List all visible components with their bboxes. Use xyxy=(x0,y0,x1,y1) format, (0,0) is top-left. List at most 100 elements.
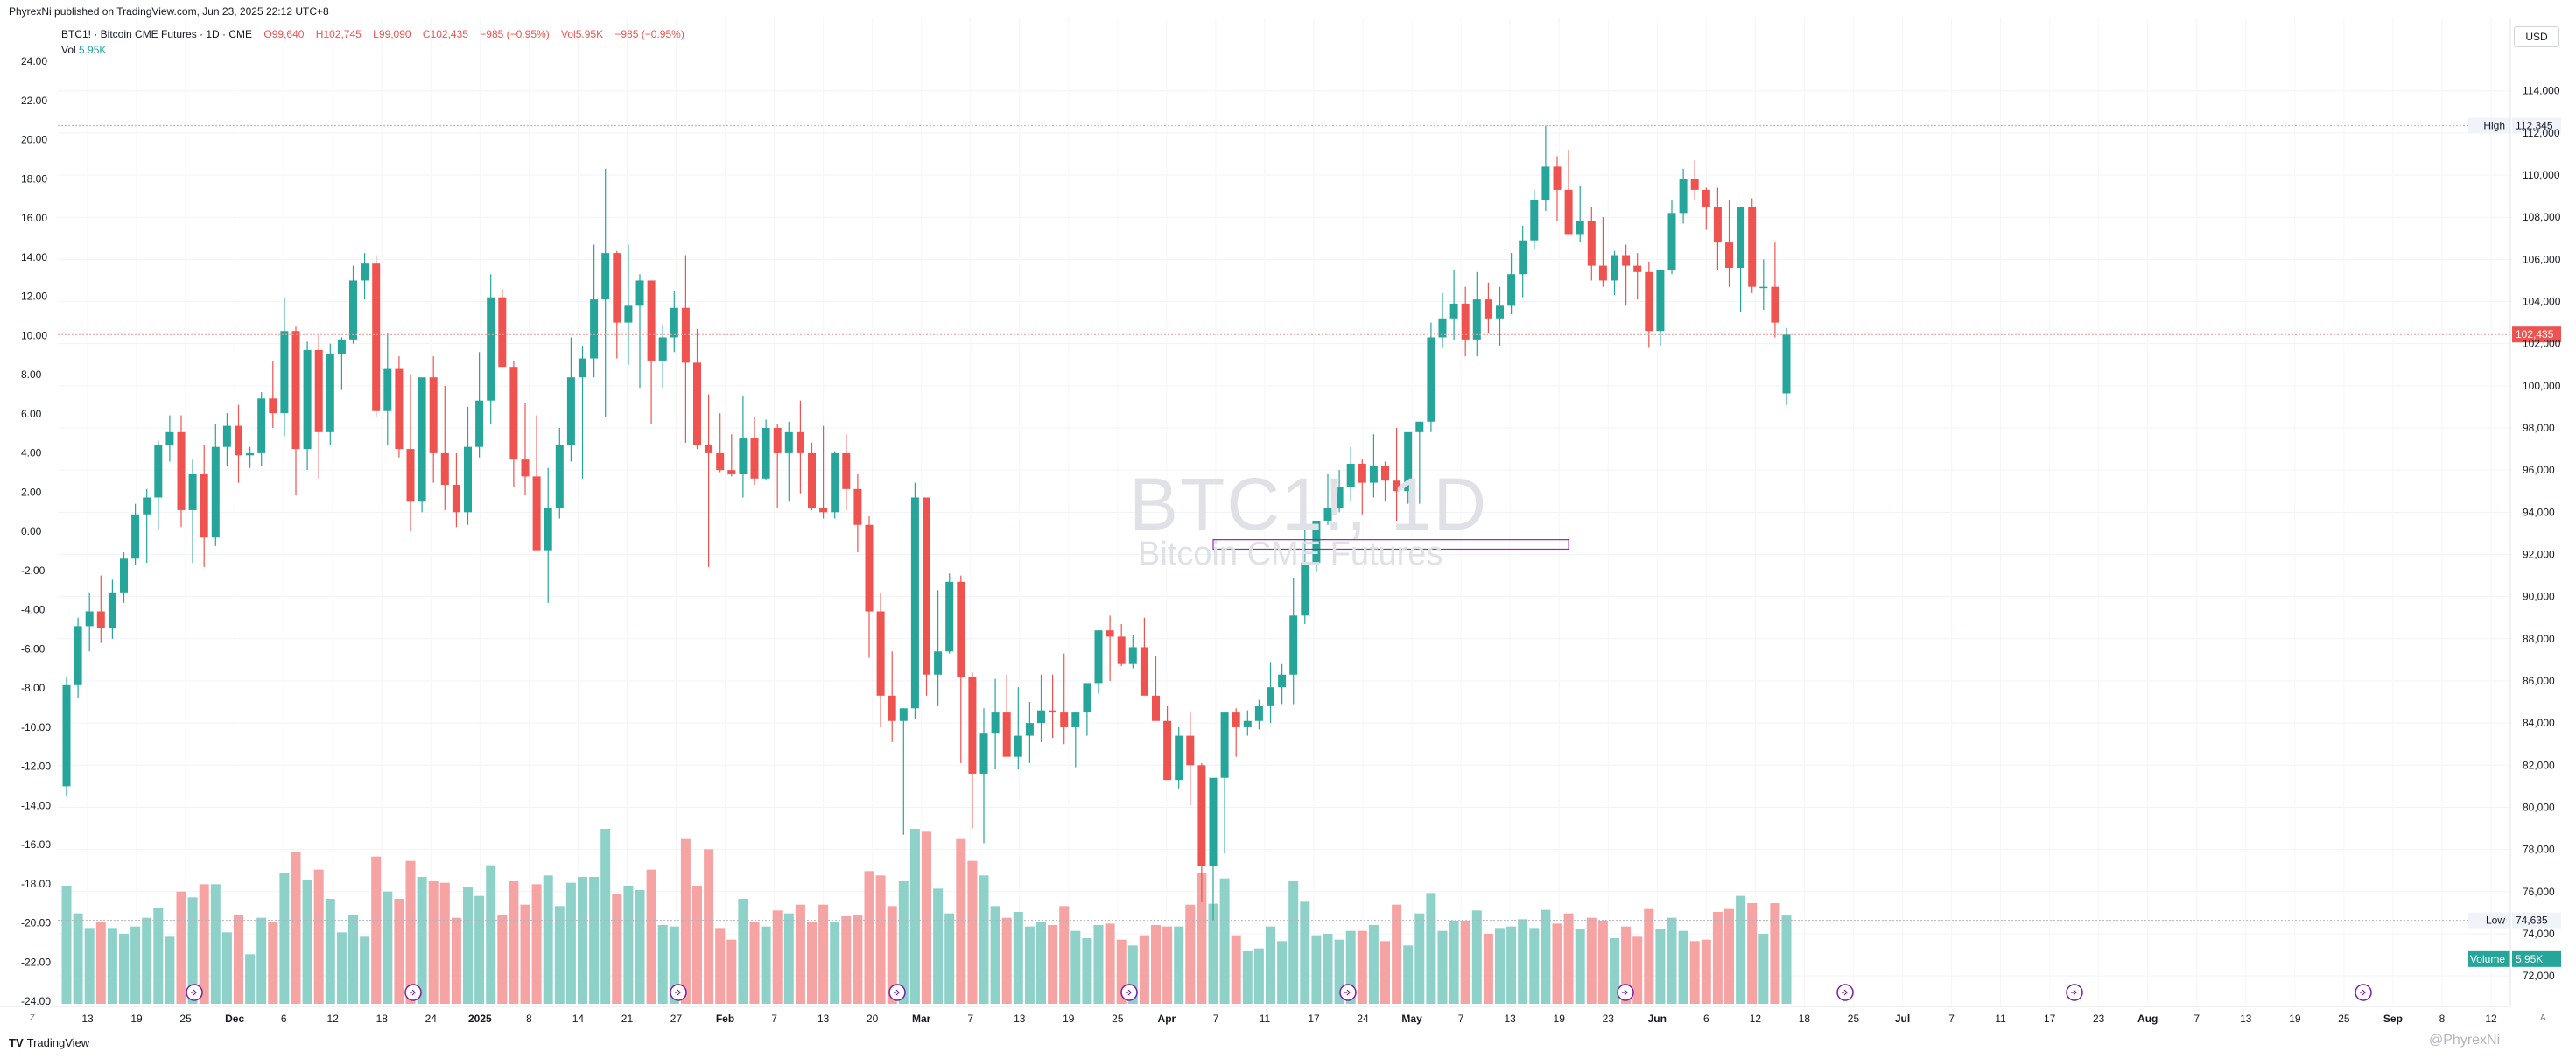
time-axis-label: 12 xyxy=(2485,1013,2497,1025)
left-axis-label: 18.00 xyxy=(21,172,47,185)
volume-bar xyxy=(1460,921,1470,1004)
time-axis-label: 18 xyxy=(1799,1013,1811,1025)
candle-body xyxy=(1449,303,1458,319)
event-markers[interactable] xyxy=(186,984,2372,1001)
volume-bar xyxy=(1632,936,1643,1004)
volume-bar xyxy=(95,922,106,1004)
left-axis-label: 4.00 xyxy=(21,447,42,459)
candle-body xyxy=(579,358,586,378)
left-axis-label: -20.00 xyxy=(21,917,51,929)
time-axis-label: May xyxy=(1401,1013,1422,1025)
right-axis-label: 86,000 xyxy=(2523,675,2555,687)
left-axis-label: -22.00 xyxy=(21,956,51,968)
volume-bar xyxy=(1093,925,1104,1004)
candle-body xyxy=(62,684,71,787)
left-axis[interactable]: 24.00 22.00 20.00 18.00 16.00 14.00 12.00 10.00… xyxy=(21,55,51,1007)
candle-body xyxy=(601,253,610,300)
volume-bar xyxy=(933,888,944,1004)
event-arrow xyxy=(1344,989,1351,996)
candle-body xyxy=(418,377,426,502)
grid-lines xyxy=(58,18,2510,1006)
volume-bar xyxy=(1048,925,1058,1004)
volume-bar xyxy=(669,926,679,1004)
event-circle xyxy=(1339,984,1357,1001)
level-tag xyxy=(2468,950,2510,967)
volume-legend: Vol 5.95K xyxy=(61,44,106,56)
time-axis-label: 13 xyxy=(1014,1013,1026,1025)
event-arrow xyxy=(2071,989,2077,996)
candle-body xyxy=(876,611,885,696)
zoom-reset-left[interactable]: Z xyxy=(30,1013,36,1023)
ohlc-low: L99,090 xyxy=(373,28,411,40)
candle-body xyxy=(1530,200,1539,241)
candle-body xyxy=(1656,270,1665,332)
left-axis-label: 24.00 xyxy=(21,55,47,67)
currency-button[interactable]: USD xyxy=(2514,26,2559,47)
volume-bar xyxy=(474,895,485,1004)
volume-bar xyxy=(909,829,920,1004)
auto-scale-button[interactable]: A xyxy=(2540,1013,2546,1023)
volume-bar xyxy=(1151,925,1161,1004)
volume-bar xyxy=(967,860,978,1004)
right-axis-label: 82,000 xyxy=(2523,759,2555,771)
volume-bar xyxy=(1529,928,1540,1004)
volume-bar xyxy=(1266,926,1275,1004)
event-arrow xyxy=(675,989,681,996)
volume-bar xyxy=(325,899,335,1004)
volume-bar xyxy=(1495,928,1505,1004)
candle-body xyxy=(349,280,357,340)
candle-body xyxy=(1598,265,1607,281)
candle-body xyxy=(1369,466,1378,483)
volume-bar xyxy=(715,928,726,1004)
volume-bar xyxy=(783,913,794,1004)
time-axis-label: 7 xyxy=(967,1013,973,1025)
candle-body xyxy=(635,280,644,306)
volume-bar xyxy=(1403,945,1414,1004)
left-axis-label: -10.00 xyxy=(21,721,51,733)
candle-body xyxy=(1323,508,1332,521)
time-axis[interactable]: 13 19 25 Dec 6 12 18 24 2025 8 14 21 27 Feb 7 13 20 Mar 7 1… xyxy=(0,1006,2510,1025)
volume-bar xyxy=(245,954,256,1004)
candle-body xyxy=(235,425,242,456)
volume-bar xyxy=(520,904,530,1004)
candle-body xyxy=(188,473,197,510)
volume-bar xyxy=(1197,873,1207,1004)
volume-bar xyxy=(417,877,427,1004)
volume-bar xyxy=(1770,903,1780,1004)
volume-bar xyxy=(1036,922,1046,1004)
volume-bar xyxy=(142,917,152,1004)
tradingview-logo[interactable]: TV TradingView xyxy=(9,1036,90,1049)
candle-body xyxy=(257,398,266,453)
candle-body xyxy=(361,263,369,281)
time-axis-label: 17 xyxy=(1308,1013,1320,1025)
volume-bar xyxy=(279,873,290,1004)
volume-bar xyxy=(875,875,886,1004)
right-price-axis[interactable]: 114,000 112,000 110,000 108,000 106,000 104,0… xyxy=(2509,18,2561,1006)
right-axis-label: 104,000 xyxy=(2523,296,2561,308)
volume-bar xyxy=(761,926,771,1004)
candle-body xyxy=(246,452,255,456)
candle-body xyxy=(1702,189,1710,207)
left-axis-label: 12.00 xyxy=(21,291,47,303)
volume-bar xyxy=(1174,926,1184,1004)
candle-body xyxy=(85,611,94,627)
time-axis-label: 13 xyxy=(81,1013,94,1025)
event-arrow xyxy=(2360,989,2366,996)
volume-bar xyxy=(1712,912,1723,1004)
candle-body xyxy=(1232,712,1240,727)
volume-bar xyxy=(1701,939,1711,1004)
event-arrow xyxy=(191,989,197,996)
volume-bar xyxy=(1116,939,1127,1004)
volume-bar xyxy=(1024,926,1035,1004)
candle-body xyxy=(280,331,289,414)
right-axis-label: 100,000 xyxy=(2523,380,2561,392)
volume-bar xyxy=(1736,895,1746,1004)
volume-bar xyxy=(565,882,576,1004)
volume-bar xyxy=(1311,935,1322,1004)
volume-bar xyxy=(463,887,473,1004)
candle-body xyxy=(372,263,381,411)
level-tag xyxy=(2468,912,2510,929)
candle-body xyxy=(1220,712,1229,778)
candle-body xyxy=(1576,221,1584,235)
